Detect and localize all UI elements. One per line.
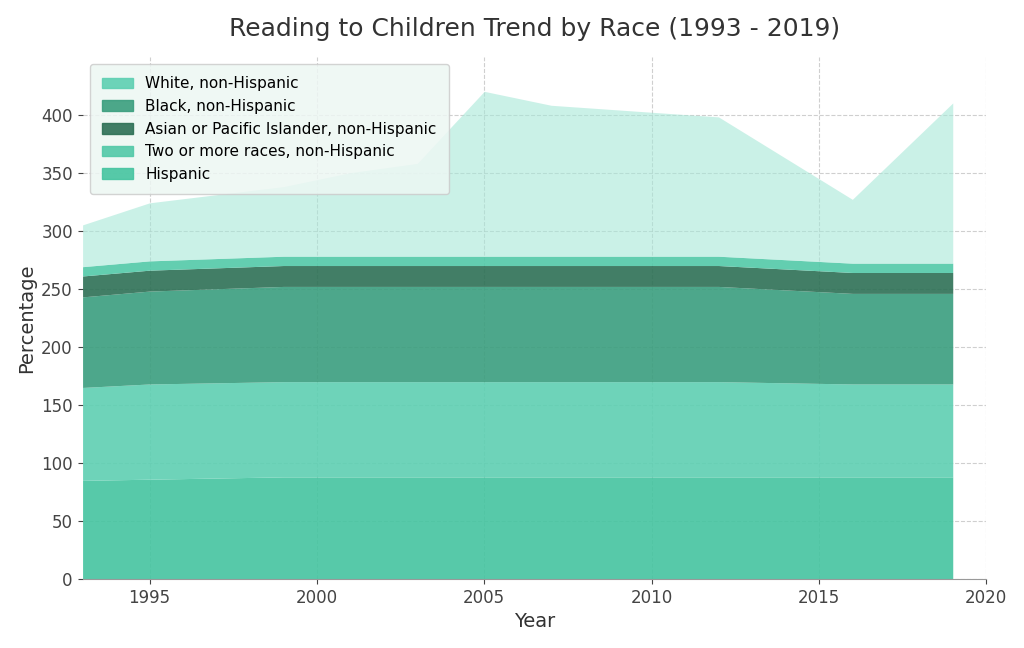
Y-axis label: Percentage: Percentage: [16, 263, 36, 373]
Title: Reading to Children Trend by Race (1993 - 2019): Reading to Children Trend by Race (1993 …: [228, 17, 840, 41]
Legend: White, non-Hispanic, Black, non-Hispanic, Asian or Pacific Islander, non-Hispani: White, non-Hispanic, Black, non-Hispanic…: [90, 64, 449, 194]
X-axis label: Year: Year: [514, 612, 555, 631]
